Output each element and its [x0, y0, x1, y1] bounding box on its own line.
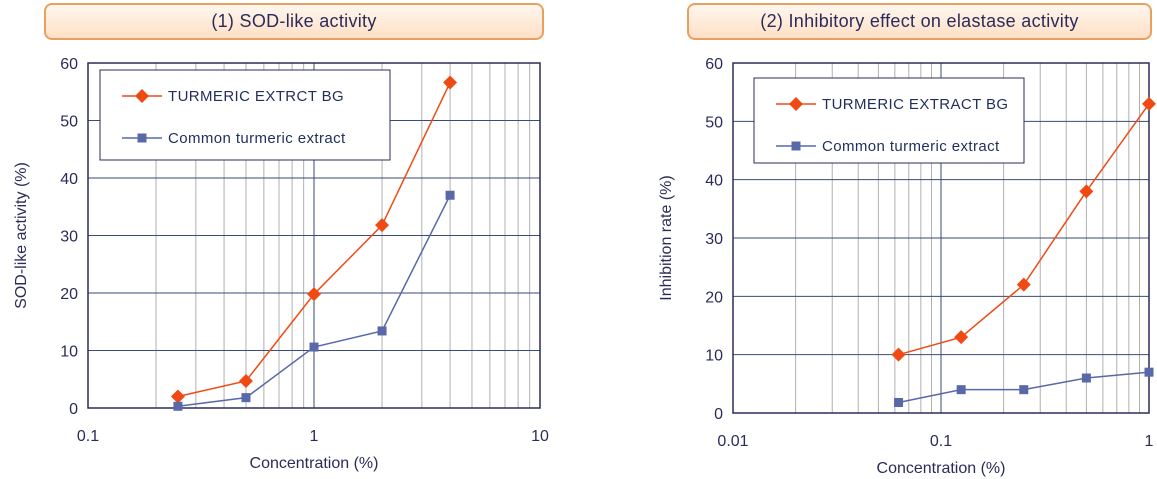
y-tick-label: 60	[60, 56, 78, 73]
x-tick-label: 0.1	[77, 428, 99, 445]
data-point-square	[173, 401, 183, 411]
data-point-square	[894, 398, 904, 407]
y-tick-label: 30	[60, 229, 78, 246]
legend-marker-square	[137, 133, 147, 143]
y-tick-label: 10	[60, 344, 78, 361]
y-tick-label: 0	[69, 401, 78, 418]
data-point-square	[445, 190, 455, 200]
x-tick-label: 1	[310, 428, 319, 445]
x-axis-title: Concentration (%)	[877, 460, 1006, 477]
data-point-diamond	[238, 373, 253, 388]
plot-frame	[732, 62, 1150, 414]
legend-label: Common turmeric extract	[168, 130, 346, 147]
y-axis-title: Inhibition rate (%)	[658, 175, 675, 300]
data-point-square	[956, 385, 966, 395]
x-tick-label: 0.01	[717, 433, 748, 450]
data-point-diamond	[891, 347, 906, 362]
chart-1: 0 10 20 30 40 50 60 0.1 1 10 Concentration (%) SOD-…	[13, 56, 549, 472]
data-point-square	[241, 393, 251, 403]
x-axis-title: Concentration (%)	[250, 455, 379, 472]
y-tick-label: 60	[705, 56, 723, 73]
legend: TURMERIC EXTRCT BG Common turmeric extrac…	[99, 69, 391, 161]
data-point-diamond	[954, 330, 969, 345]
x-tick-label: 10	[531, 428, 549, 445]
legend-label: TURMERIC EXTRCT BG	[168, 88, 344, 105]
y-tick-label: 50	[60, 114, 78, 131]
chart-2-title: (2) Inhibitory effect on elastase activi…	[687, 3, 1152, 40]
data-point-diamond	[375, 218, 390, 233]
data-point-square	[309, 342, 319, 352]
x-tick-label: 0.1	[930, 433, 952, 450]
y-tick-label: 40	[60, 171, 78, 188]
plot-frame	[87, 62, 541, 409]
y-tick-label: 50	[705, 114, 723, 131]
legend-marker-diamond	[135, 89, 149, 103]
y-tick-label: 10	[705, 348, 723, 365]
data-point-square	[1019, 385, 1029, 395]
legend-label: Common turmeric extract	[822, 138, 1000, 155]
data-point-square	[1081, 373, 1091, 383]
y-tick-label: 20	[705, 289, 723, 306]
y-tick-label: 30	[705, 231, 723, 248]
data-point-diamond	[443, 75, 458, 90]
y-tick-label: 40	[705, 173, 723, 190]
legend-marker-square	[791, 141, 801, 151]
data-point-square	[1144, 367, 1154, 377]
data-point-diamond	[1142, 96, 1156, 111]
y-tick-label: 20	[60, 286, 78, 303]
legend-marker-diamond	[789, 97, 803, 111]
data-point-square	[377, 326, 387, 336]
legend: TURMERIC EXTRACT BG Common turmeric extra…	[753, 77, 1025, 164]
chart-1-title: (1) SOD-like activity	[44, 3, 544, 40]
y-axis-title: SOD-like activity (%)	[13, 162, 30, 309]
legend-label: TURMERIC EXTRACT BG	[822, 96, 1009, 113]
y-tick-label: 0	[714, 406, 723, 423]
data-point-diamond	[307, 287, 321, 302]
data-point-diamond	[170, 389, 185, 404]
data-point-diamond	[1016, 277, 1031, 292]
data-point-diamond	[1079, 184, 1094, 199]
chart-2: 0 10 20 30 40 50 60 0.01 0.1 1 Concentration (%) In…	[658, 56, 1156, 477]
legend-box	[99, 69, 391, 161]
x-tick-label: 1	[1145, 433, 1154, 450]
